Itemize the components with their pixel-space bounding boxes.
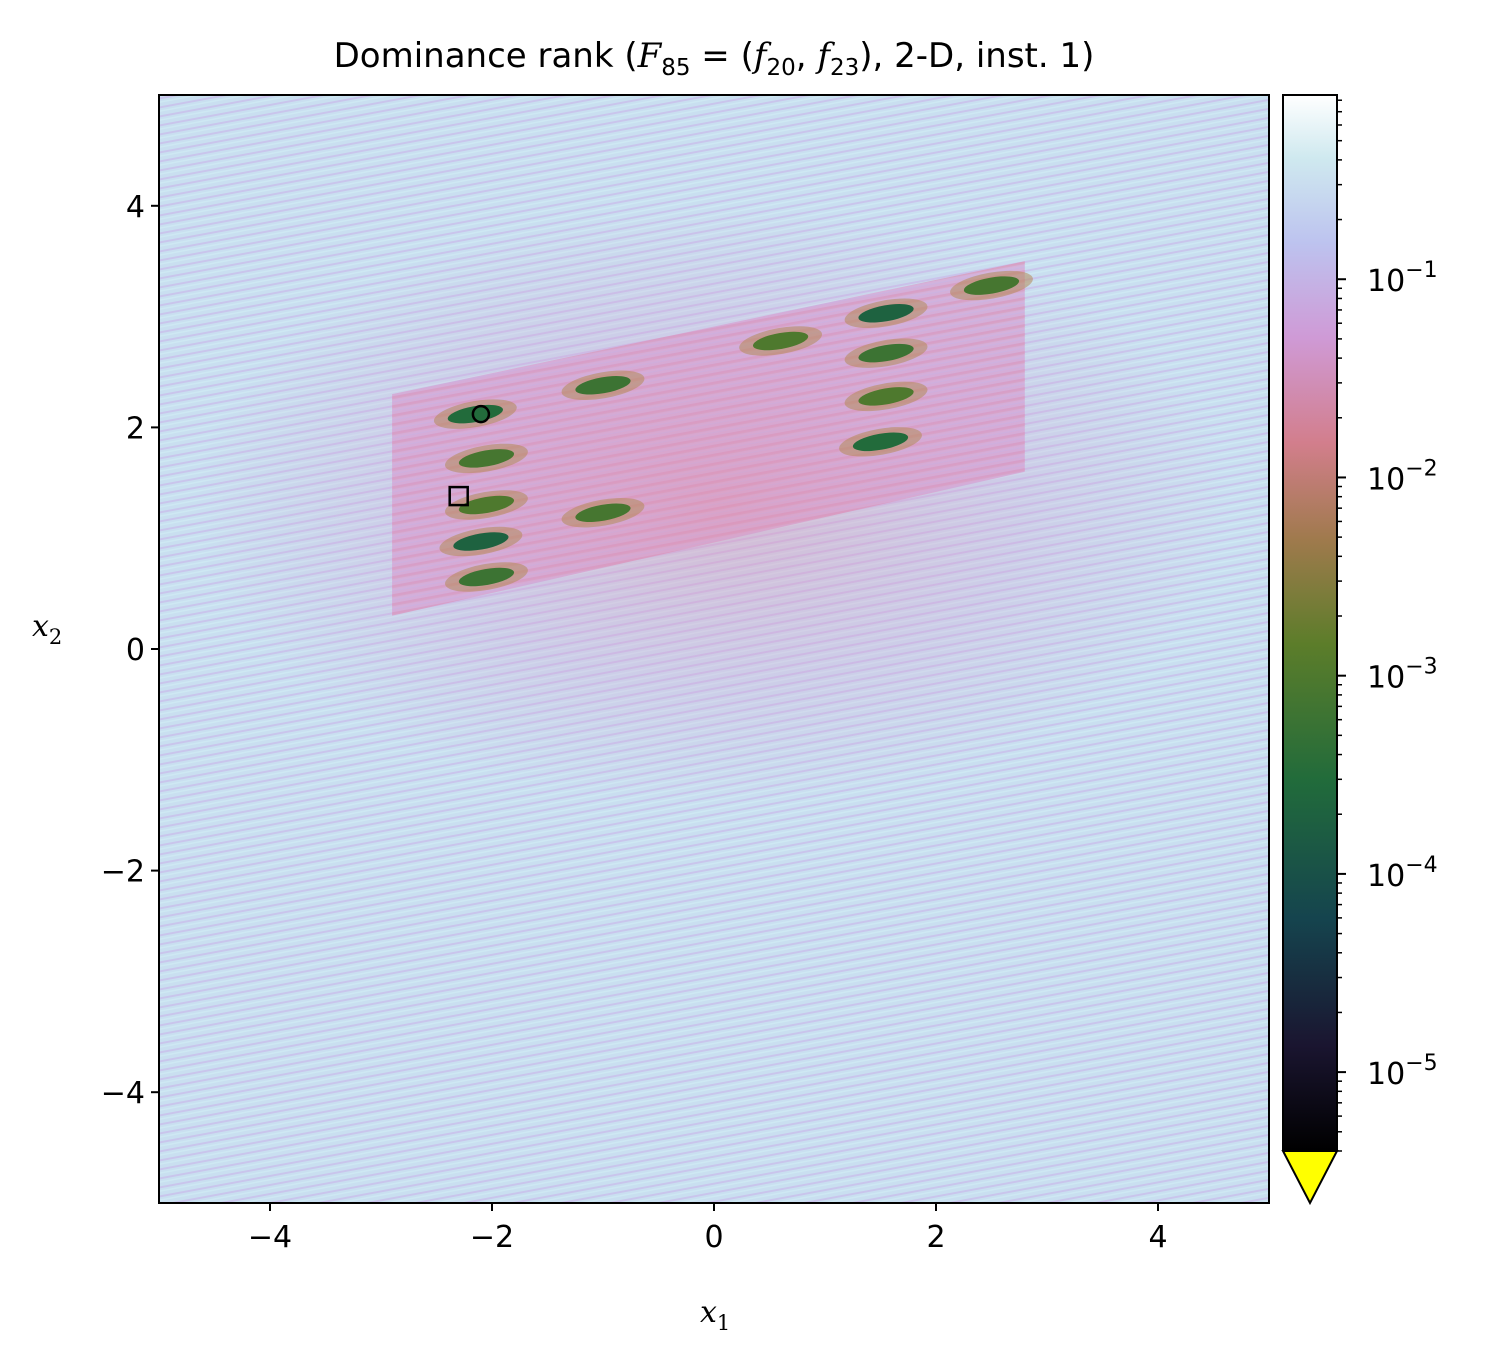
- y-axis-label: x2: [32, 609, 62, 649]
- low-rank-region: [858, 343, 914, 363]
- x-tick-label: 0: [704, 1220, 723, 1255]
- colorbar-tick-label: 10−2: [1367, 456, 1438, 497]
- circle-marker: [471, 404, 491, 424]
- x-tick-label: 4: [1148, 1220, 1167, 1255]
- x-axis: −4 −2 0 2 4: [248, 1203, 1168, 1255]
- y-tick-label: −2: [101, 855, 145, 890]
- low-rank-region: [752, 331, 809, 351]
- colorbar: 10−1 10−2 10−3 10−4 10−5: [1281, 94, 1438, 1206]
- x-tick-label: 2: [926, 1220, 945, 1255]
- markers: [448, 404, 491, 507]
- y-tick-label: 4: [126, 190, 145, 225]
- low-rank-region: [858, 304, 914, 323]
- heatmap-pink-band: [194, 204, 1234, 805]
- pink-haze: [194, 204, 1234, 805]
- low-rank-region: [963, 276, 1020, 295]
- y-tick-label: 2: [126, 411, 145, 446]
- colorbar-tick-label: 10−4: [1367, 853, 1438, 894]
- square-marker: [448, 485, 469, 507]
- colorbar-tick-label: 10−5: [1367, 1051, 1438, 1092]
- low-rank-region: [458, 449, 515, 468]
- x-tick-label: −2: [470, 1220, 514, 1255]
- low-rank-region: [458, 567, 515, 587]
- y-tick-label: 0: [126, 633, 145, 668]
- colorbar-tick-label: 10−3: [1367, 655, 1438, 696]
- low-rank-region: [447, 404, 503, 424]
- colorbar-frame: [1282, 94, 1338, 1151]
- low-rank-region: [852, 432, 909, 452]
- x-axis-label: x1: [700, 1295, 730, 1335]
- low-rank-region: [453, 532, 509, 551]
- colorbar-under-extension: [1281, 1150, 1339, 1206]
- low-rank-regions: [433, 270, 1033, 592]
- colorbar-ticks: 10−1 10−2 10−3 10−4 10−5: [1337, 99, 1438, 1152]
- colorbar-gradient: [1283, 95, 1337, 1151]
- y-tick-label: −4: [101, 1076, 145, 1111]
- colorbar-tick-label: 10−1: [1367, 258, 1438, 299]
- x-tick-label: −4: [248, 1220, 292, 1255]
- y-axis: −4 −2 0 2 4: [101, 190, 159, 1111]
- chart-title: Dominance rank (F85 = (f20, f23), 2-D, i…: [334, 36, 1095, 81]
- low-rank-region: [458, 495, 515, 515]
- low-rank-region: [858, 387, 914, 406]
- low-rank-region: [575, 376, 631, 395]
- heatmap-plot-area: [159, 95, 1269, 1203]
- low-rank-region: [575, 503, 631, 522]
